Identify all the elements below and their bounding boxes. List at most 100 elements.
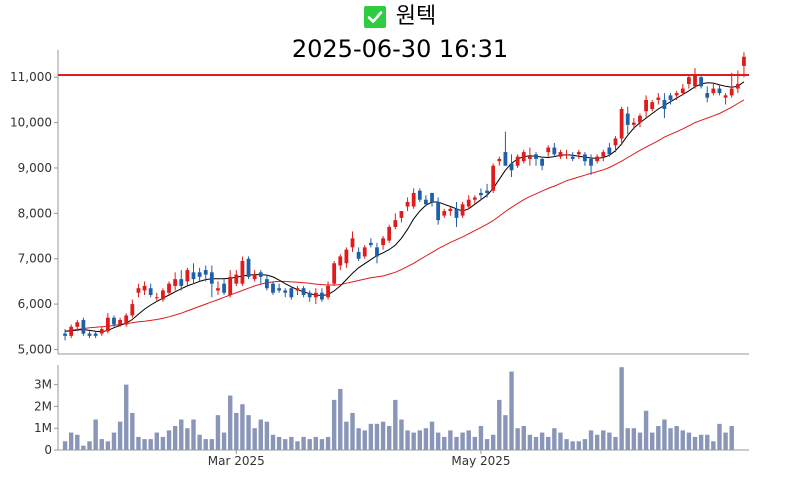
volume-bar [631,428,637,450]
volume-bar [252,428,257,450]
volume-bar [179,419,184,450]
volume-bar [570,441,575,450]
candle-body [228,276,233,296]
volume-bar [472,436,478,450]
volume-bar [698,434,704,450]
candle-body [258,272,263,277]
volume-bar [558,432,563,450]
volume-tick-label: 2M [34,399,52,413]
price-panel: 5,000 6,000 7,000 8,000 9,000 10,000 11,000 [10,50,749,356]
candle-body [442,211,447,216]
volume-bar [490,434,496,450]
candle-body [656,97,661,100]
volume-bar [75,434,80,450]
candle-body [87,333,92,336]
volume-bar [356,428,361,450]
volume-bar [515,428,520,450]
volume-tick-label: 3M [34,378,52,392]
candle-body [185,270,190,282]
candle-body [234,274,239,284]
candle-body [81,319,86,334]
volume-bar [619,367,624,450]
volume-bar [160,436,166,450]
volume-bar [729,426,734,450]
volume-bar [601,430,606,450]
stock-name: 원텍 [395,4,437,29]
volume-bar [423,428,429,450]
volume-bar [588,430,594,450]
volume-bar [399,419,404,450]
volume-bar [460,432,465,450]
candle-body [521,152,526,162]
volume-bar [466,430,471,450]
check-icon [363,6,386,28]
price-tick-label: 6,000 [18,297,52,311]
volume-bar [209,439,215,450]
volume-bar [527,434,533,450]
candle-body [209,272,214,284]
candle-body [534,154,538,159]
candle-body [717,88,722,94]
candle-body [295,288,300,291]
candle-body [454,208,459,218]
x-tick-label: May 2025 [451,454,510,468]
volume-bar [99,439,104,450]
volume-bar [368,423,374,450]
candle-body [644,99,648,112]
candle-body [75,322,80,327]
candle-body [601,152,606,157]
volume-bar [656,426,661,450]
volume-bar [124,384,129,450]
volume-bar [130,412,135,450]
candle-body [466,199,471,207]
candle-body [485,190,489,193]
volume-bar [307,439,312,450]
volume-panel: 0 1M 2M 3M Mar 2025 May 2025 [34,365,749,468]
candle-body [405,202,410,207]
candle-body [173,279,178,286]
candle-body [515,156,520,166]
volume-bar [454,436,459,450]
candle-body [246,258,251,277]
candle-body [105,317,110,332]
volume-bar [509,371,514,450]
price-tick-label: 8,000 [18,206,52,220]
candle-body [607,147,612,155]
volume-bar [680,430,685,450]
volume-bar [148,439,153,450]
price-tick-label: 9,000 [18,161,52,175]
candle-body [479,192,483,196]
volume-bar [191,419,196,450]
volume-bar [374,423,380,450]
volume-bar [362,430,367,450]
volume-bar [325,436,331,450]
candle-body [326,285,330,298]
volume-bar [643,410,649,450]
candle-body [558,152,563,157]
candle-body [638,115,642,123]
candle-body [112,317,116,325]
candle-body [118,319,122,325]
candle-body [136,288,141,293]
volume-bar [221,432,227,450]
candle-body [417,190,422,200]
volume-bar [521,426,526,450]
candle-body [191,272,196,280]
chart-datetime: 2025-06-30 16:31 [291,35,509,63]
candle-body [430,192,434,202]
candle-body [289,288,294,298]
candle-body [613,138,618,146]
volume-bar [87,441,92,450]
volume-bar [668,428,673,450]
candle-body [124,315,129,325]
volume-bar [564,439,569,450]
moving-average-long [65,99,745,332]
chart-header: 원텍 2025-06-30 16:31 [0,0,800,64]
candle-body [662,99,667,109]
candle-body [179,279,184,286]
candle-body [301,288,306,296]
volume-bar [301,436,306,450]
volume-bar [240,404,245,450]
candle-body [69,326,74,336]
volume-bar [582,439,588,450]
